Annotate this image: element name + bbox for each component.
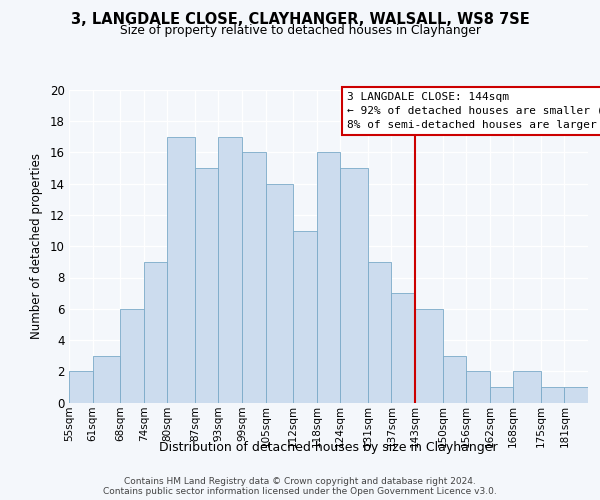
Text: Contains public sector information licensed under the Open Government Licence v3: Contains public sector information licen… [103, 486, 497, 496]
Bar [167, 137, 195, 402]
Bar [490, 387, 513, 402]
Bar [120, 308, 144, 402]
Bar [541, 387, 565, 402]
Bar [466, 371, 490, 402]
Bar [144, 262, 167, 402]
Bar [317, 152, 340, 402]
Bar [242, 152, 266, 402]
Text: 3, LANGDALE CLOSE, CLAYHANGER, WALSALL, WS8 7SE: 3, LANGDALE CLOSE, CLAYHANGER, WALSALL, … [71, 12, 529, 28]
Bar [415, 308, 443, 402]
Text: Size of property relative to detached houses in Clayhanger: Size of property relative to detached ho… [119, 24, 481, 37]
Bar [92, 356, 120, 403]
Bar [391, 293, 415, 403]
Bar [368, 262, 391, 402]
Y-axis label: Number of detached properties: Number of detached properties [30, 153, 43, 339]
Text: 3 LANGDALE CLOSE: 144sqm
← 92% of detached houses are smaller (158)
8% of semi-d: 3 LANGDALE CLOSE: 144sqm ← 92% of detach… [347, 92, 600, 130]
Bar [443, 356, 466, 403]
Bar [69, 371, 92, 402]
Bar [513, 371, 541, 402]
Text: Contains HM Land Registry data © Crown copyright and database right 2024.: Contains HM Land Registry data © Crown c… [124, 476, 476, 486]
Bar [195, 168, 218, 402]
Bar [218, 137, 242, 402]
Bar [565, 387, 588, 402]
Bar [293, 230, 317, 402]
Bar [340, 168, 368, 402]
Bar [266, 184, 293, 402]
Text: Distribution of detached houses by size in Clayhanger: Distribution of detached houses by size … [160, 441, 498, 454]
